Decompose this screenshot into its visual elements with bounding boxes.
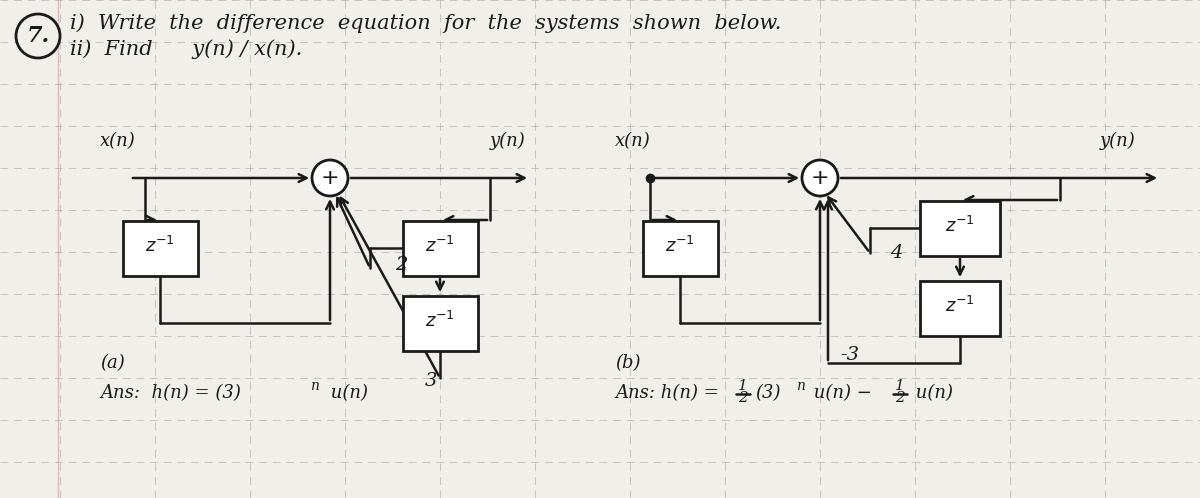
Text: n: n — [796, 379, 805, 393]
Circle shape — [802, 160, 838, 196]
Circle shape — [312, 160, 348, 196]
Circle shape — [16, 14, 60, 58]
Text: i)  Write  the  difference  equation  for  the  systems  shown  below.: i) Write the difference equation for the… — [70, 13, 781, 33]
Text: $z^{-1}$: $z^{-1}$ — [145, 236, 175, 256]
Text: (b): (b) — [616, 354, 641, 372]
Text: u(n): u(n) — [910, 384, 953, 402]
Text: 2: 2 — [895, 391, 905, 405]
Text: (a): (a) — [100, 354, 125, 372]
Text: $z^{-1}$: $z^{-1}$ — [425, 236, 455, 256]
Text: Ans: h(n) =: Ans: h(n) = — [616, 384, 725, 402]
Text: 2: 2 — [395, 256, 407, 274]
Bar — [920, 280, 1000, 336]
Text: $z^{-1}$: $z^{-1}$ — [665, 236, 695, 256]
Text: 4: 4 — [890, 244, 902, 262]
Text: $z^{-1}$: $z^{-1}$ — [946, 216, 974, 236]
Text: n: n — [310, 379, 319, 393]
Text: y(n): y(n) — [490, 132, 526, 150]
Text: Ans:  h(n) = (3): Ans: h(n) = (3) — [100, 384, 241, 402]
Bar — [642, 221, 718, 275]
Bar — [402, 221, 478, 275]
Text: y(n): y(n) — [1100, 132, 1135, 150]
Text: +: + — [811, 168, 829, 188]
Text: $z^{-1}$: $z^{-1}$ — [425, 311, 455, 331]
Text: (3): (3) — [755, 384, 780, 402]
Text: -3: -3 — [840, 346, 859, 364]
Text: x(n): x(n) — [616, 132, 650, 150]
Text: x(n): x(n) — [100, 132, 136, 150]
Bar — [122, 221, 198, 275]
Text: ii)  Find      y(n) / x(n).: ii) Find y(n) / x(n). — [70, 39, 302, 59]
Text: 3: 3 — [425, 372, 437, 390]
Bar — [920, 201, 1000, 255]
Text: 1: 1 — [738, 379, 748, 393]
Text: 2: 2 — [738, 391, 748, 405]
Bar — [402, 295, 478, 351]
Text: u(n): u(n) — [325, 384, 368, 402]
Text: $z^{-1}$: $z^{-1}$ — [946, 296, 974, 316]
Text: 7.: 7. — [26, 25, 49, 47]
Text: +: + — [320, 168, 340, 188]
Text: 1: 1 — [895, 379, 905, 393]
Text: u(n) −: u(n) − — [808, 384, 877, 402]
